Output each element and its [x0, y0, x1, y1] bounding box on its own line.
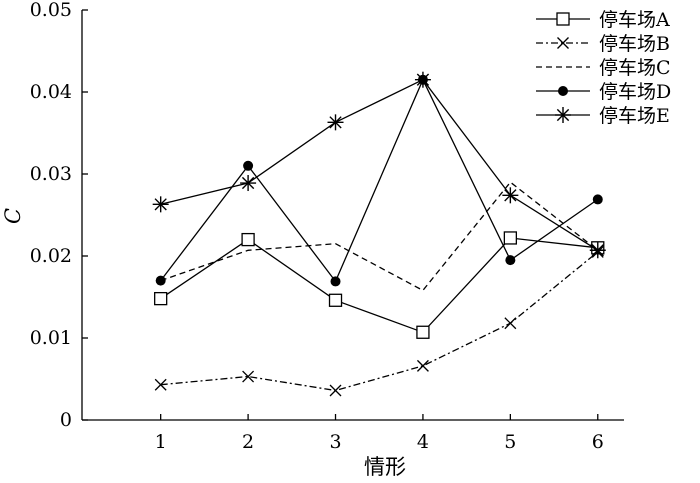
data-point — [558, 86, 568, 96]
x-tick-label: 2 — [242, 431, 254, 453]
legend-item: 停车场A — [536, 9, 670, 31]
series-line — [160, 78, 599, 283]
legend-item: 停车场D — [536, 81, 671, 103]
data-point — [328, 293, 343, 307]
x-tick-label: 6 — [592, 431, 604, 453]
series-line — [160, 237, 598, 334]
asterisk-marker-stroke — [556, 108, 570, 122]
data-point — [503, 231, 518, 245]
x-axis-title: 情形 — [364, 455, 406, 479]
series-停车场D — [155, 74, 603, 287]
x-marker-stroke — [154, 378, 167, 391]
series-line — [160, 78, 599, 251]
legend-item: 停车场B — [536, 33, 670, 55]
x-tick-label: 4 — [417, 431, 429, 453]
legend-label: 停车场D — [599, 81, 671, 103]
series-layer — [152, 71, 606, 397]
asterisk-marker-stroke — [241, 176, 255, 190]
y-axis-title: C — [1, 208, 25, 224]
data-point — [557, 37, 569, 49]
data-point — [416, 325, 430, 339]
y-tick-label: 0 — [60, 409, 72, 431]
x-marker-stroke — [329, 384, 342, 397]
data-point — [330, 276, 341, 287]
data-point — [414, 71, 431, 88]
asterisk-marker-stroke — [154, 198, 167, 211]
legend-item: 停车场E — [536, 105, 670, 127]
asterisk-marker-stroke — [504, 189, 517, 202]
data-point — [555, 107, 571, 123]
legend-label: 停车场E — [599, 105, 670, 127]
asterisk-marker-stroke — [591, 244, 604, 257]
series-line — [160, 181, 599, 292]
legend-item: 停车场C — [536, 57, 671, 79]
asterisk-marker-stroke — [329, 116, 342, 129]
x-tick-label: 3 — [329, 431, 341, 453]
legend-label: 停车场A — [599, 9, 670, 31]
x-tick-label: 5 — [504, 431, 516, 453]
data-point — [154, 378, 167, 391]
data-point — [155, 275, 166, 286]
data-point — [243, 160, 254, 171]
x-tick-label: 1 — [155, 431, 167, 453]
data-point — [327, 114, 344, 131]
data-point — [152, 196, 169, 213]
y-tick-label: 0.02 — [30, 245, 72, 267]
series-停车场C — [160, 181, 599, 292]
y-tick-label: 0.04 — [30, 81, 72, 103]
data-point — [154, 291, 168, 306]
data-point — [502, 187, 519, 204]
x-marker-stroke — [416, 359, 429, 372]
legend-label: 停车场B — [599, 33, 670, 55]
data-point — [242, 370, 255, 383]
data-point — [504, 317, 517, 330]
series-停车场B — [154, 245, 604, 397]
series-停车场E — [152, 71, 606, 259]
data-point — [592, 194, 603, 205]
x-marker-stroke — [557, 37, 569, 49]
y-tick-label: 0.03 — [30, 163, 72, 185]
series-line — [160, 251, 599, 392]
data-point — [505, 255, 516, 266]
x-marker-stroke — [504, 317, 517, 330]
data-point — [329, 384, 342, 397]
data-point — [589, 242, 606, 259]
axes: 1 2 3 4 5 6 0 0.01 0.02 0.03 0.04 0.05 — [30, 0, 624, 453]
data-point — [240, 175, 257, 192]
data-point — [416, 359, 429, 372]
data-point — [241, 232, 255, 247]
series-停车场A — [154, 231, 605, 339]
asterisk-marker-stroke — [416, 73, 430, 86]
data-point — [556, 12, 570, 26]
y-tick-label: 0.01 — [30, 327, 72, 349]
x-marker-stroke — [242, 370, 255, 383]
y-tick-label: 0.05 — [30, 0, 72, 21]
legend-label: 停车场C — [599, 57, 671, 79]
